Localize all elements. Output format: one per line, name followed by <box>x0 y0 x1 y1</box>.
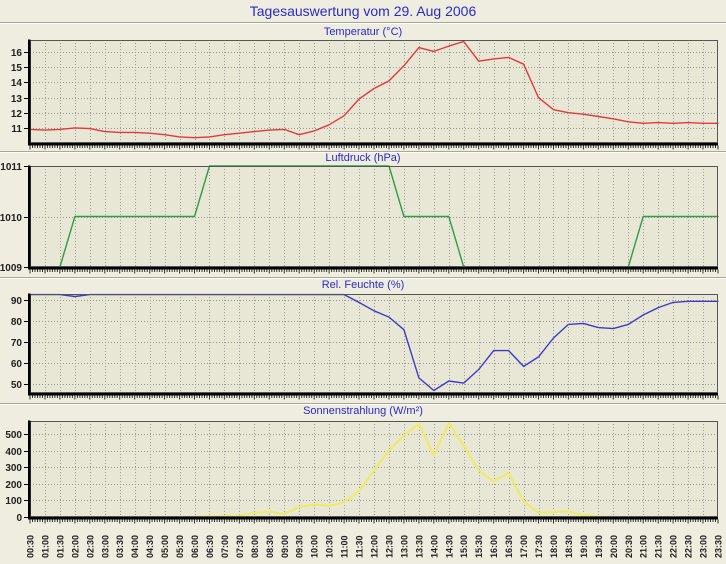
humidity-y-label: 70 <box>11 338 23 349</box>
humidity-axes <box>27 293 718 396</box>
time-label: 19:30 <box>594 535 604 558</box>
time-label: 08:30 <box>265 535 275 558</box>
time-label: 23:00 <box>699 535 709 558</box>
time-label: 00:30 <box>26 535 36 558</box>
time-label: 02:30 <box>85 535 95 558</box>
humidity-y-label: 50 <box>11 380 23 391</box>
time-label: 12:30 <box>385 535 395 558</box>
pressure-y-label: 1011 <box>0 162 22 173</box>
temperature-frame <box>30 40 718 143</box>
time-label: 05:00 <box>160 535 170 558</box>
time-label: 01:30 <box>55 535 65 558</box>
temperature-line <box>29 40 719 139</box>
time-label: 03:30 <box>115 535 125 558</box>
humidity-frame <box>30 294 718 393</box>
time-label: 17:30 <box>534 535 544 558</box>
time-label: 07:00 <box>220 535 230 558</box>
separator <box>0 403 726 405</box>
time-label: 17:00 <box>519 535 529 558</box>
time-label: 21:00 <box>639 535 649 558</box>
time-label: 10:00 <box>310 535 320 558</box>
chart-title-humidity: Rel. Feuchte (%) <box>321 279 405 291</box>
solar-radiation-y-label: 100 <box>5 496 22 507</box>
temperature-y-label: 12 <box>11 109 23 120</box>
time-label: 15:30 <box>474 535 484 558</box>
solar-radiation-y-label: 400 <box>5 447 22 458</box>
humidity-y-label: 60 <box>11 359 23 370</box>
time-label: 13:30 <box>414 535 424 558</box>
separator <box>0 277 726 279</box>
separator <box>0 151 726 153</box>
time-label: 23:30 <box>714 535 724 558</box>
temperature-chart: 11 12 13 14 15 16 <box>11 39 719 150</box>
humidity-y-label: 90 <box>11 296 23 307</box>
temperature-y-label: 14 <box>11 78 23 89</box>
time-label: 07:30 <box>235 535 245 558</box>
time-label: 03:00 <box>100 535 110 558</box>
time-label: 09:30 <box>295 535 305 558</box>
time-label: 22:30 <box>684 535 694 558</box>
time-label: 16:00 <box>489 535 499 558</box>
humidity-y-label: 80 <box>11 317 23 328</box>
temperature-y-label: 16 <box>11 48 23 59</box>
solar-radiation-y-label: 0 <box>16 513 22 524</box>
temperature-y-label: 11 <box>11 124 22 135</box>
time-label: 01:00 <box>41 535 51 558</box>
solar-radiation-y-label: 200 <box>5 480 22 491</box>
time-label: 14:30 <box>444 535 454 558</box>
time-label: 14:00 <box>429 535 439 558</box>
solar-radiation-y-label: 500 <box>5 430 22 441</box>
time-label: 20:30 <box>624 535 634 558</box>
pressure-y-label: 1009 <box>0 263 22 274</box>
time-label: 15:00 <box>459 535 469 558</box>
chart-title-solar-radiation: Sonnenstrahlung (W/m²) <box>303 405 423 417</box>
pressure-x-ticks <box>29 269 719 274</box>
time-label: 13:00 <box>399 535 409 558</box>
time-label: 04:30 <box>145 535 155 558</box>
time-label: 18:00 <box>549 535 559 558</box>
temperature-x-ticks <box>29 145 719 150</box>
solar-radiation-axes <box>27 420 718 520</box>
time-label: 19:00 <box>579 535 589 558</box>
solar-radiation-vgrid <box>45 421 704 517</box>
solar-radiation-chart: 0 100 200 300 400 500 <box>5 420 719 524</box>
temperature-y-label: 15 <box>11 63 23 74</box>
temperature-y-label: 13 <box>11 94 23 105</box>
separator <box>0 22 726 24</box>
time-label: 16:30 <box>504 535 514 558</box>
pressure-chart: 1009 1010 1011 <box>0 162 719 274</box>
pressure-frame <box>30 166 718 267</box>
time-label: 08:00 <box>250 535 260 558</box>
time-label: 10:30 <box>325 535 335 558</box>
solar-radiation-frame <box>30 421 718 517</box>
solar-radiation-x-ticks <box>29 519 719 524</box>
time-label: 06:30 <box>205 535 215 558</box>
temperature-vgrid <box>45 40 704 143</box>
time-label: 05:30 <box>175 535 185 558</box>
time-axis-labels: 00:30 01:00 01:30 02:00 02:30 03:00 03:30 04:00… <box>26 535 724 558</box>
time-label: 06:00 <box>190 535 200 558</box>
time-label: 02:00 <box>70 535 80 558</box>
humidity-x-ticks <box>29 395 719 400</box>
time-label: 11:30 <box>355 535 365 558</box>
time-label: 21:30 <box>654 535 664 558</box>
chart-title-pressure: Luftdruck (hPa) <box>325 152 401 164</box>
page-title: Tagesauswertung vom 29. Aug 2006 <box>249 3 477 19</box>
time-label: 11:00 <box>340 535 350 558</box>
solar-radiation-y-label: 300 <box>5 463 22 474</box>
time-label: 18:30 <box>564 535 574 558</box>
pressure-axes <box>27 165 718 270</box>
time-label: 04:00 <box>130 535 140 558</box>
humidity-chart: 50 60 70 80 90 <box>11 293 719 400</box>
time-label: 22:00 <box>669 535 679 558</box>
chart-title-temperature: Temperatur (°C) <box>323 26 403 38</box>
time-label: 09:00 <box>280 535 290 558</box>
pressure-y-label: 1010 <box>0 213 22 224</box>
temperature-axes <box>27 39 718 146</box>
time-label: 12:00 <box>370 535 380 558</box>
time-label: 20:00 <box>609 535 619 558</box>
